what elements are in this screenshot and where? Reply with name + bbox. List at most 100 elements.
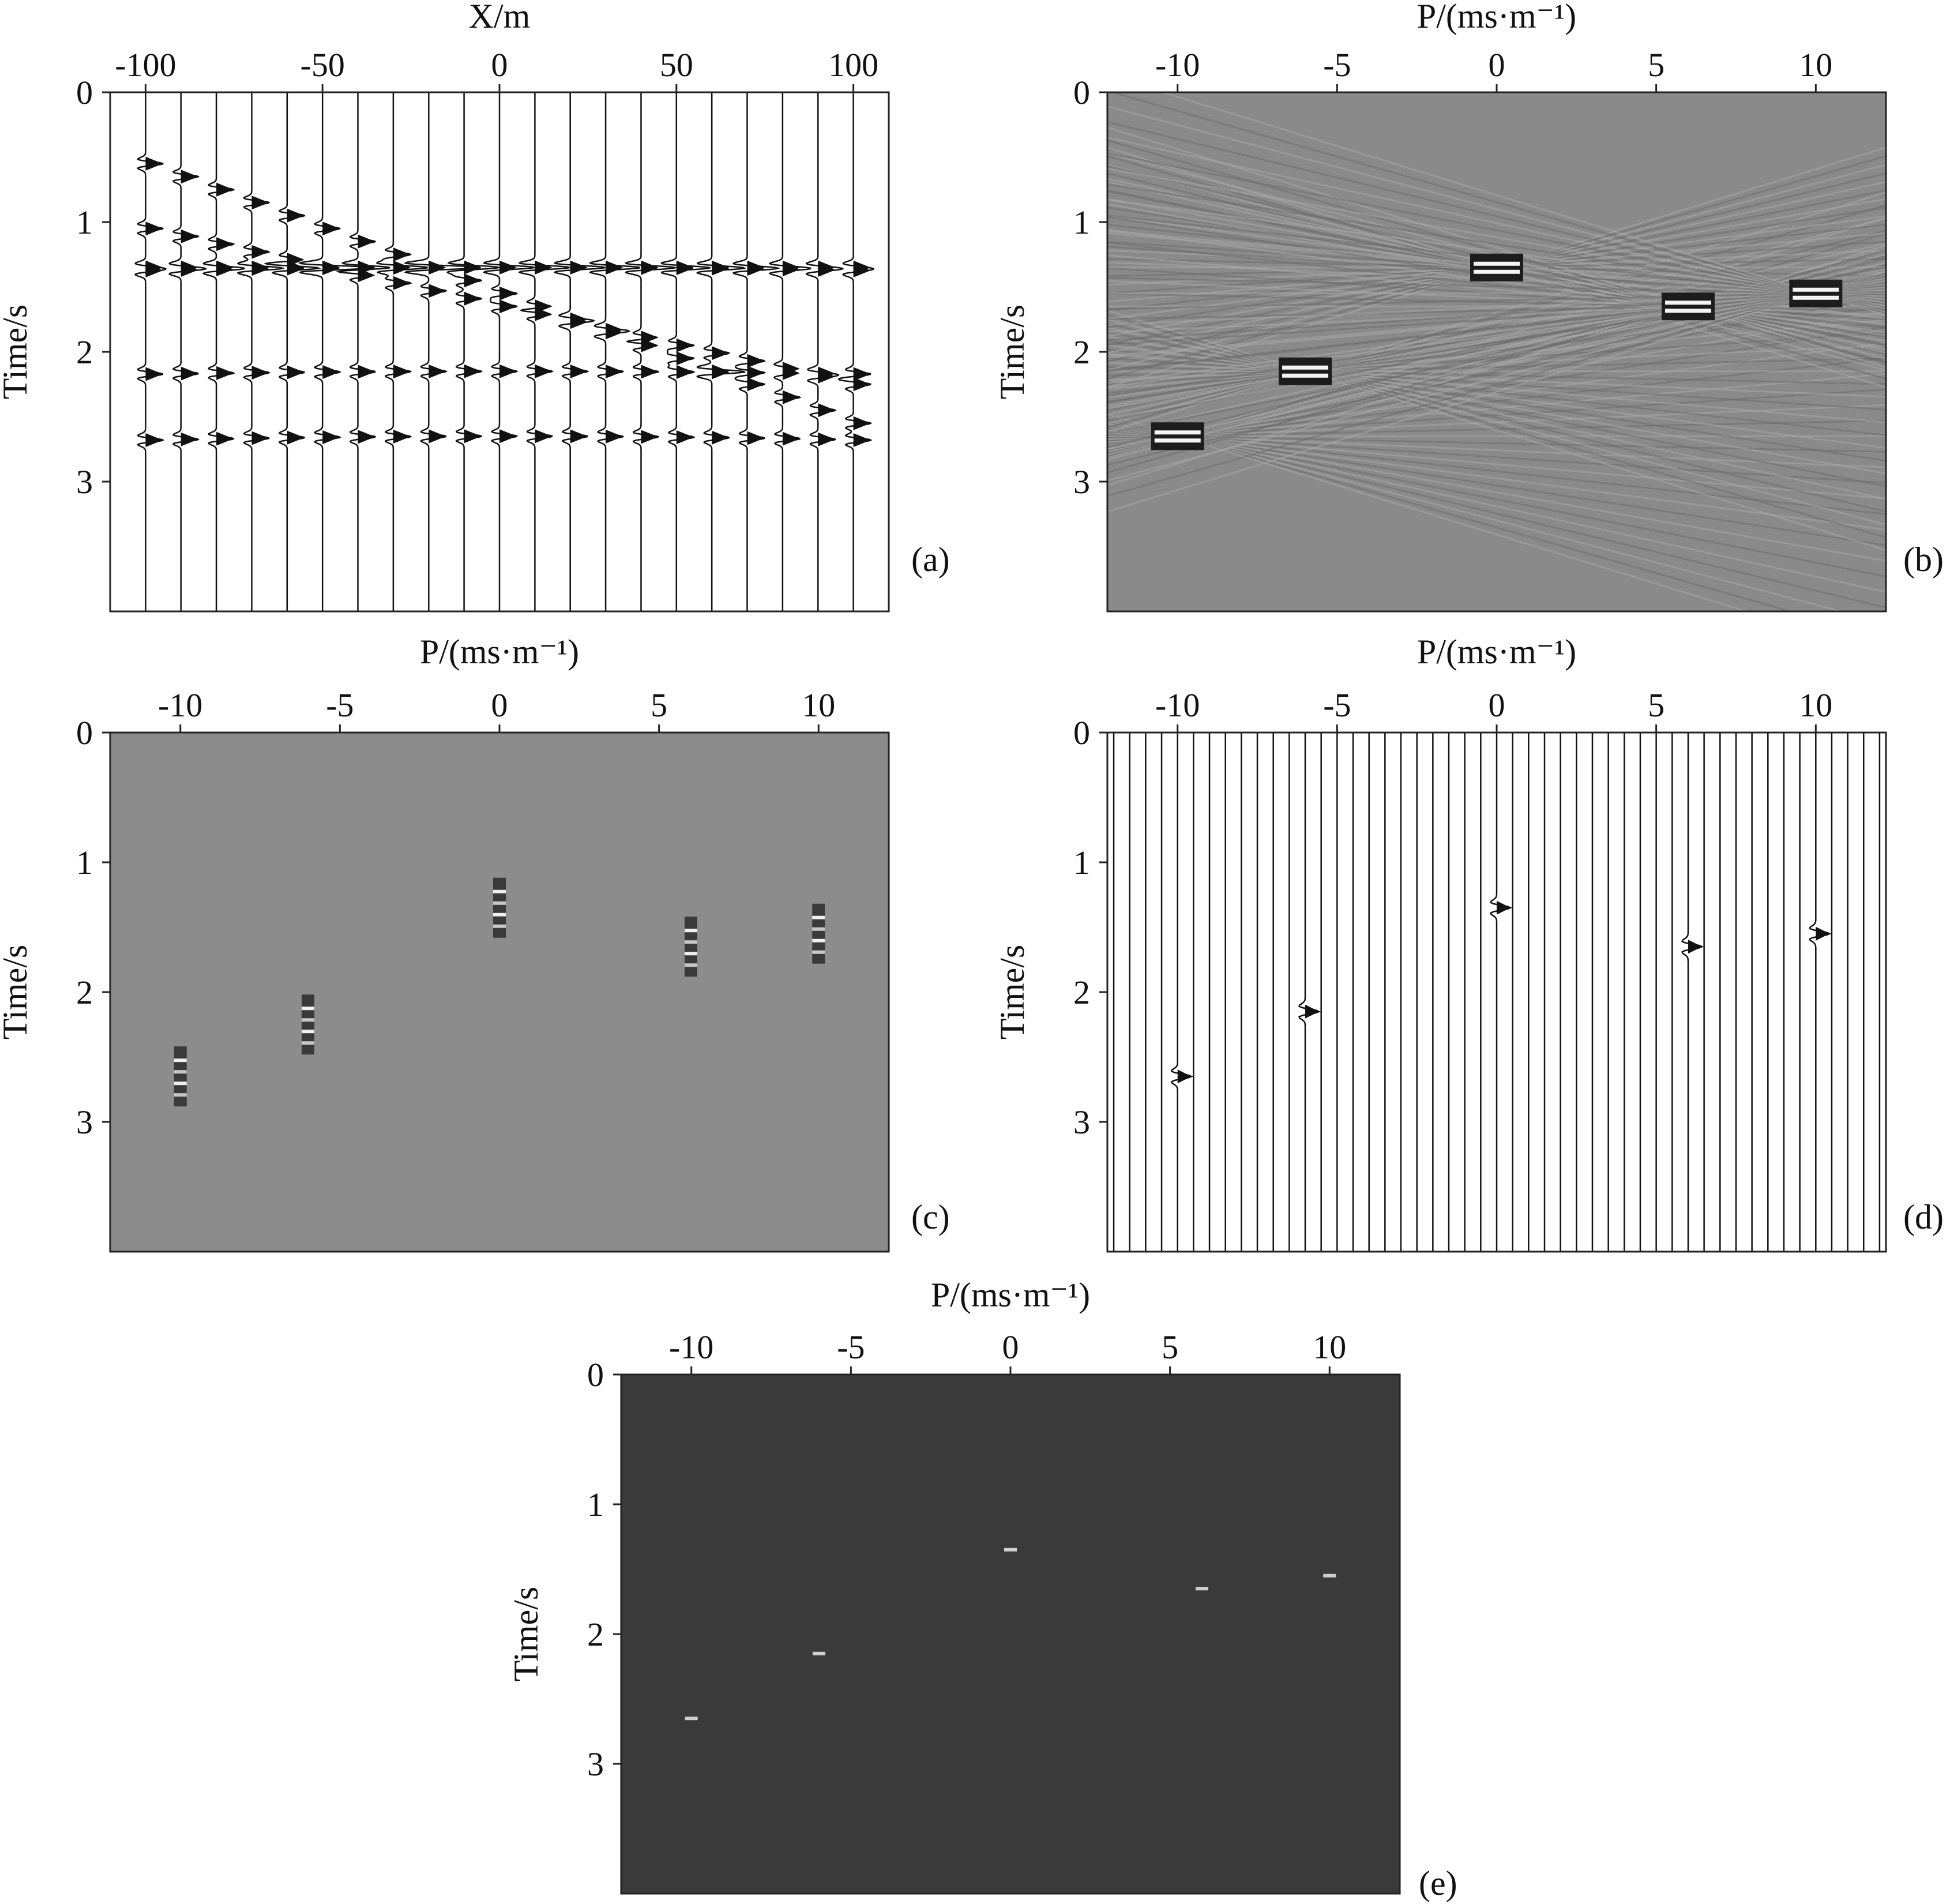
panel-a-y-ticks: 0 1 2 3 [76, 74, 110, 501]
event-peak [145, 433, 163, 448]
y-tick-label: 2 [76, 974, 93, 1011]
event-peak [181, 170, 198, 184]
y-tick-label: 2 [1073, 333, 1090, 371]
event-peak [429, 429, 446, 444]
trace [732, 92, 781, 611]
event-peak [322, 221, 340, 236]
tau-p-spike [813, 1651, 826, 1655]
x-tick-label: -5 [1323, 46, 1351, 84]
smear-streak [1107, 326, 1886, 500]
x-tick-label: 0 [1002, 1328, 1019, 1366]
y-tick-label: 3 [76, 1103, 93, 1141]
panel-c-background [110, 733, 889, 1252]
event-peak [181, 366, 198, 381]
x-tick-label: -5 [837, 1328, 865, 1366]
event-peak [429, 284, 446, 298]
trace [660, 92, 711, 611]
panel-b-x-ticks: -10 -5 0 5 10 [1155, 46, 1832, 92]
energy-stripe [493, 889, 506, 893]
focus-band [1793, 287, 1839, 292]
trace [518, 92, 572, 611]
event-peak [747, 377, 765, 392]
x-tick-label: -10 [158, 686, 202, 724]
event-peak [393, 365, 411, 379]
y-tick-label: 2 [1073, 974, 1090, 1011]
event-peak [747, 354, 765, 368]
tau-p-spike [1305, 1004, 1320, 1019]
energy-stripe [302, 1018, 315, 1022]
panel-e-x-ticks: -10 -5 0 5 10 [669, 1328, 1346, 1375]
energy-stripe [174, 1070, 187, 1074]
event-peak [499, 429, 517, 444]
smear-streak [1107, 288, 1886, 341]
event-peak [747, 366, 765, 380]
x-tick-label: 0 [1489, 686, 1505, 724]
y-tick-label: 3 [76, 463, 93, 501]
smear-streak [1107, 424, 1886, 546]
event-peak [676, 351, 694, 366]
trace [837, 92, 875, 611]
smear-streak [1107, 414, 1750, 611]
panel-a-y-axis-title: Time/s [0, 305, 34, 400]
smear-streak [1107, 283, 1886, 388]
event-peak [853, 433, 871, 448]
panel-e-label: (e) [1419, 1864, 1457, 1902]
trace [134, 92, 167, 611]
trace [768, 92, 812, 611]
panel-e-x-axis-title: P/(ms·m⁻¹) [931, 1276, 1090, 1314]
smear-streak [1107, 309, 1886, 551]
smear-streak [1107, 291, 1886, 310]
x-tick-label: -10 [669, 1328, 713, 1366]
event-peak [570, 429, 588, 444]
x-tick-label: 5 [1648, 46, 1665, 84]
x-tick-label: 10 [1799, 46, 1832, 84]
energy-stripe [302, 1007, 315, 1011]
event-peak [499, 260, 517, 275]
event-peak [535, 429, 553, 444]
event-peak [712, 430, 730, 445]
focus-core [1789, 279, 1843, 307]
event-peak [216, 366, 234, 380]
event-peak [145, 260, 163, 275]
energy-stripe [493, 912, 506, 917]
event-peak [216, 431, 234, 446]
x-tick-label: 5 [1648, 686, 1665, 724]
smear-streak [1107, 281, 1886, 404]
x-tick-label: 10 [1313, 1328, 1346, 1366]
event-peak [145, 156, 163, 171]
event-peak [393, 276, 411, 290]
energy-spot [684, 917, 697, 977]
event-peak [747, 431, 765, 445]
event-peak [606, 429, 623, 444]
panel-a-x-axis-title: X/m [469, 0, 531, 35]
event-peak [287, 253, 305, 267]
smear-streak [1107, 362, 1886, 398]
panel-d-x-axis-title: P/(ms·m⁻¹) [1417, 633, 1576, 671]
trace [805, 92, 844, 611]
trace [236, 92, 285, 611]
event-peak [251, 431, 269, 445]
smear-streak [1107, 292, 1886, 312]
energy-stripe [684, 963, 697, 967]
smear-streak [1107, 322, 1886, 513]
panel-b-image [1107, 92, 1886, 611]
event-peak [570, 364, 588, 378]
panel-d-x-ticks: -10 -5 0 5 10 [1155, 686, 1832, 733]
smear-streak [1107, 353, 1886, 423]
smear-streak [1107, 279, 1886, 435]
smear-streak [1107, 230, 1886, 420]
panel-a-x-ticks: -100 -50 0 50 100 [115, 46, 878, 92]
trace [483, 92, 536, 611]
focus-core [1470, 253, 1523, 281]
panel-a-traces [134, 92, 875, 611]
event-peak [251, 366, 269, 380]
panel-e-background [621, 1375, 1400, 1894]
event-peak [393, 247, 411, 262]
y-tick-label: 0 [1073, 714, 1090, 752]
y-tick-label: 3 [1073, 463, 1090, 501]
trace [264, 92, 321, 611]
tau-p-spike [1816, 926, 1830, 941]
smear-streak [1107, 423, 1886, 562]
panel-d-traces [1113, 733, 1881, 1252]
